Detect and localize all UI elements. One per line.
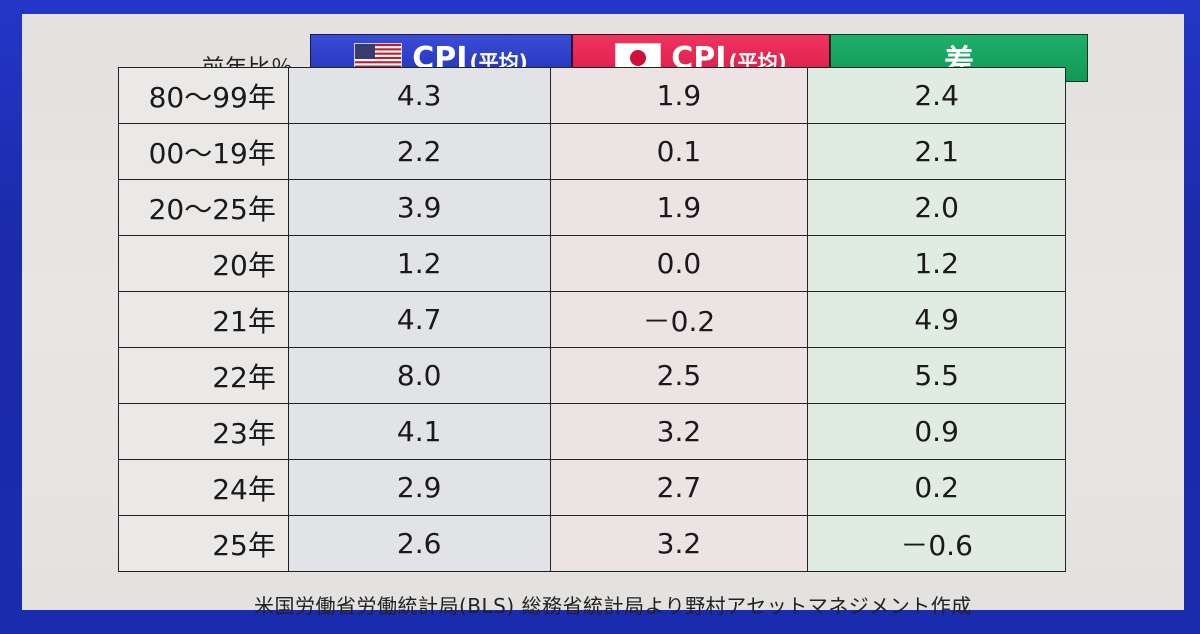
jp-cpi-value: 2.5 xyxy=(549,347,809,404)
table-row: 20年 1.2 0.0 1.2 xyxy=(118,235,1066,292)
table-row: 22年 8.0 2.5 5.5 xyxy=(118,347,1066,404)
row-label: 20～25年 xyxy=(118,179,289,236)
table-row: 20～25年 3.9 1.9 2.0 xyxy=(118,179,1066,236)
source-note: 米国労働省労働統計局(BLS) 総務省統計局より野村アセットマネジメント作成 xyxy=(254,594,972,618)
jp-cpi-value: 3.2 xyxy=(549,515,809,572)
table-row: 00～19年 2.2 0.1 2.1 xyxy=(118,123,1066,180)
table-row: 23年 4.1 3.2 0.9 xyxy=(118,403,1066,460)
jp-cpi-value: 3.2 xyxy=(549,403,809,460)
difference-value: 1.2 xyxy=(807,235,1066,292)
cpi-table: 80～99年 4.3 1.9 2.4 00～19年 2.2 0.1 2.1 20～25年 3.9 1… xyxy=(118,67,1066,572)
us-cpi-value: 3.9 xyxy=(287,179,551,236)
row-label: 00～19年 xyxy=(118,123,289,180)
jp-cpi-value: 0.1 xyxy=(549,123,809,180)
table-row: 24年 2.9 2.7 0.2 xyxy=(118,459,1066,516)
us-cpi-value: 1.2 xyxy=(287,235,551,292)
row-label: 25年 xyxy=(118,515,289,572)
us-cpi-value: 4.1 xyxy=(287,403,551,460)
us-cpi-value: 4.7 xyxy=(287,291,551,348)
jp-cpi-value: －0.2 xyxy=(549,291,809,348)
us-cpi-value: 2.6 xyxy=(287,515,551,572)
us-cpi-value: 4.3 xyxy=(287,67,551,124)
difference-value: 2.0 xyxy=(807,179,1066,236)
jp-cpi-value: 1.9 xyxy=(549,67,809,124)
difference-value: 0.9 xyxy=(807,403,1066,460)
difference-value: 4.9 xyxy=(807,291,1066,348)
us-cpi-value: 2.9 xyxy=(287,459,551,516)
row-label: 20年 xyxy=(118,235,289,292)
table-row: 21年 4.7 －0.2 4.9 xyxy=(118,291,1066,348)
table-row: 80～99年 4.3 1.9 2.4 xyxy=(118,67,1066,124)
difference-value: 2.1 xyxy=(807,123,1066,180)
jp-cpi-value: 2.7 xyxy=(549,459,809,516)
table-row: 25年 2.6 3.2 －0.6 xyxy=(118,515,1066,572)
row-label: 80～99年 xyxy=(118,67,289,124)
difference-value: 5.5 xyxy=(807,347,1066,404)
row-label: 24年 xyxy=(118,459,289,516)
jp-cpi-value: 0.0 xyxy=(549,235,809,292)
difference-value: －0.6 xyxy=(807,515,1066,572)
difference-value: 2.4 xyxy=(807,67,1066,124)
row-label: 21年 xyxy=(118,291,289,348)
difference-value: 0.2 xyxy=(807,459,1066,516)
us-cpi-value: 8.0 xyxy=(287,347,551,404)
jp-cpi-value: 1.9 xyxy=(549,179,809,236)
row-label: 23年 xyxy=(118,403,289,460)
row-label: 22年 xyxy=(118,347,289,404)
us-cpi-value: 2.2 xyxy=(287,123,551,180)
